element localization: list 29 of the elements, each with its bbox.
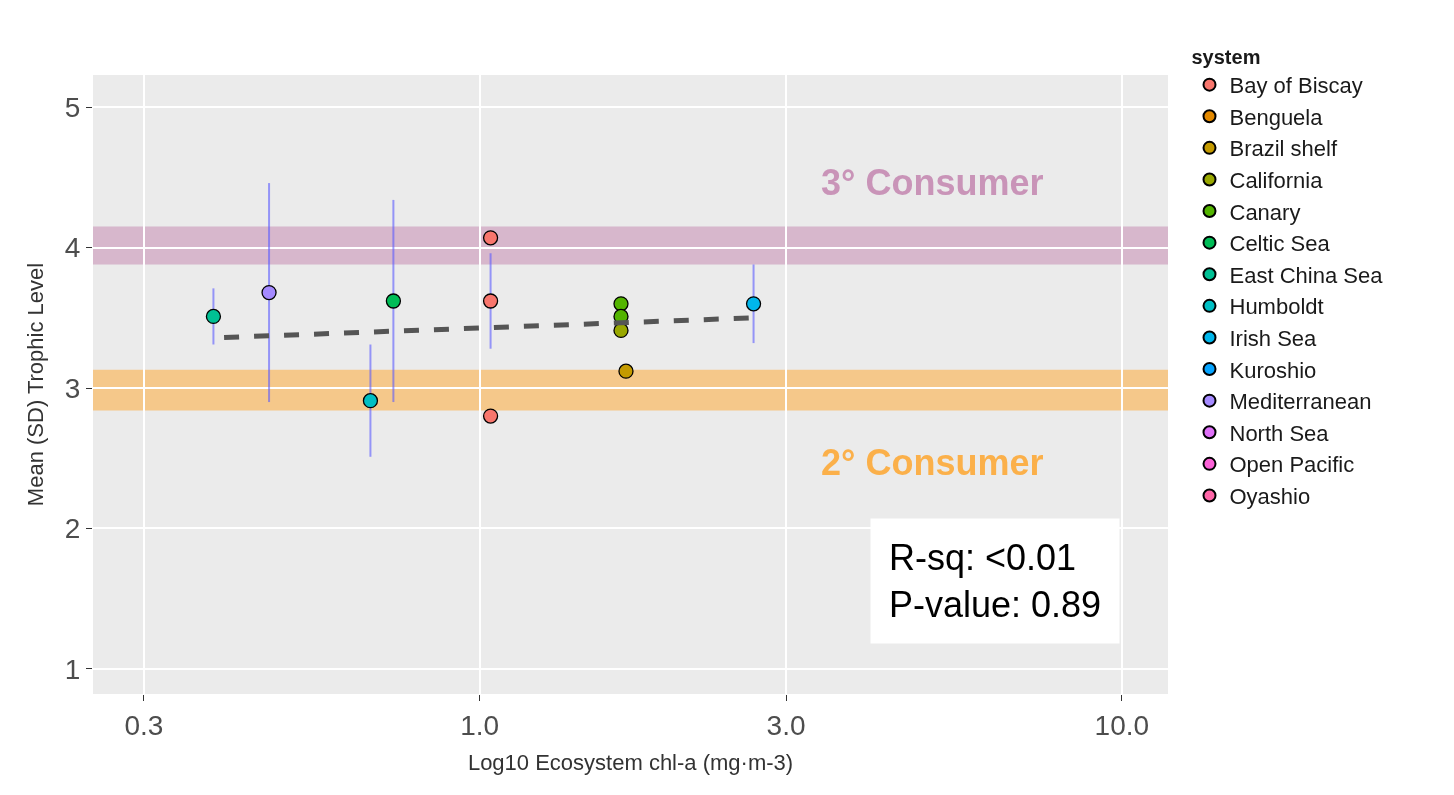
y-tick-label: 4 <box>64 232 81 264</box>
legend-label: Celtic Sea <box>1229 231 1331 257</box>
band-label: 3° Consumer <box>821 162 1044 203</box>
y-axis-title: Mean (SD) Trophic Level <box>22 262 48 507</box>
x-tick-label: 10.0 <box>1094 709 1150 741</box>
legend-label: Mediterranean <box>1229 389 1372 415</box>
legend-label: Benguela <box>1229 104 1324 130</box>
y-tick-label: 5 <box>64 92 81 124</box>
y-tick-label: 1 <box>64 653 81 685</box>
x-tick-label: 1.0 <box>460 709 500 741</box>
x-tick-label: 3.0 <box>766 709 806 741</box>
legend-label: Bay of Biscay <box>1229 73 1363 99</box>
x-tick-label: 0.3 <box>124 709 164 741</box>
legend-label: North Sea <box>1229 420 1330 446</box>
legend-label: East China Sea <box>1229 262 1384 288</box>
band-label: 2° Consumer <box>821 442 1044 483</box>
annotation: R-sq: <0.01 P-value: 0.89 <box>889 537 1102 625</box>
legend-label: Irish Sea <box>1229 326 1318 352</box>
legend-label: Canary <box>1229 199 1301 225</box>
legend-label: Oyashio <box>1229 484 1311 510</box>
y-tick-label: 2 <box>64 513 81 545</box>
legend-label: Open Pacific <box>1229 452 1355 478</box>
legend-label: California <box>1229 168 1324 194</box>
y-tick-label: 3 <box>64 372 81 404</box>
legend-label: Kuroshio <box>1229 357 1317 383</box>
legend-label: Humboldt <box>1229 294 1324 320</box>
x-axis-title: Log10 Ecosystem chl-a (mg·m-3) <box>467 750 794 776</box>
legend-label: Brazil shelf <box>1229 136 1338 162</box>
legend-title: system <box>1191 45 1261 68</box>
